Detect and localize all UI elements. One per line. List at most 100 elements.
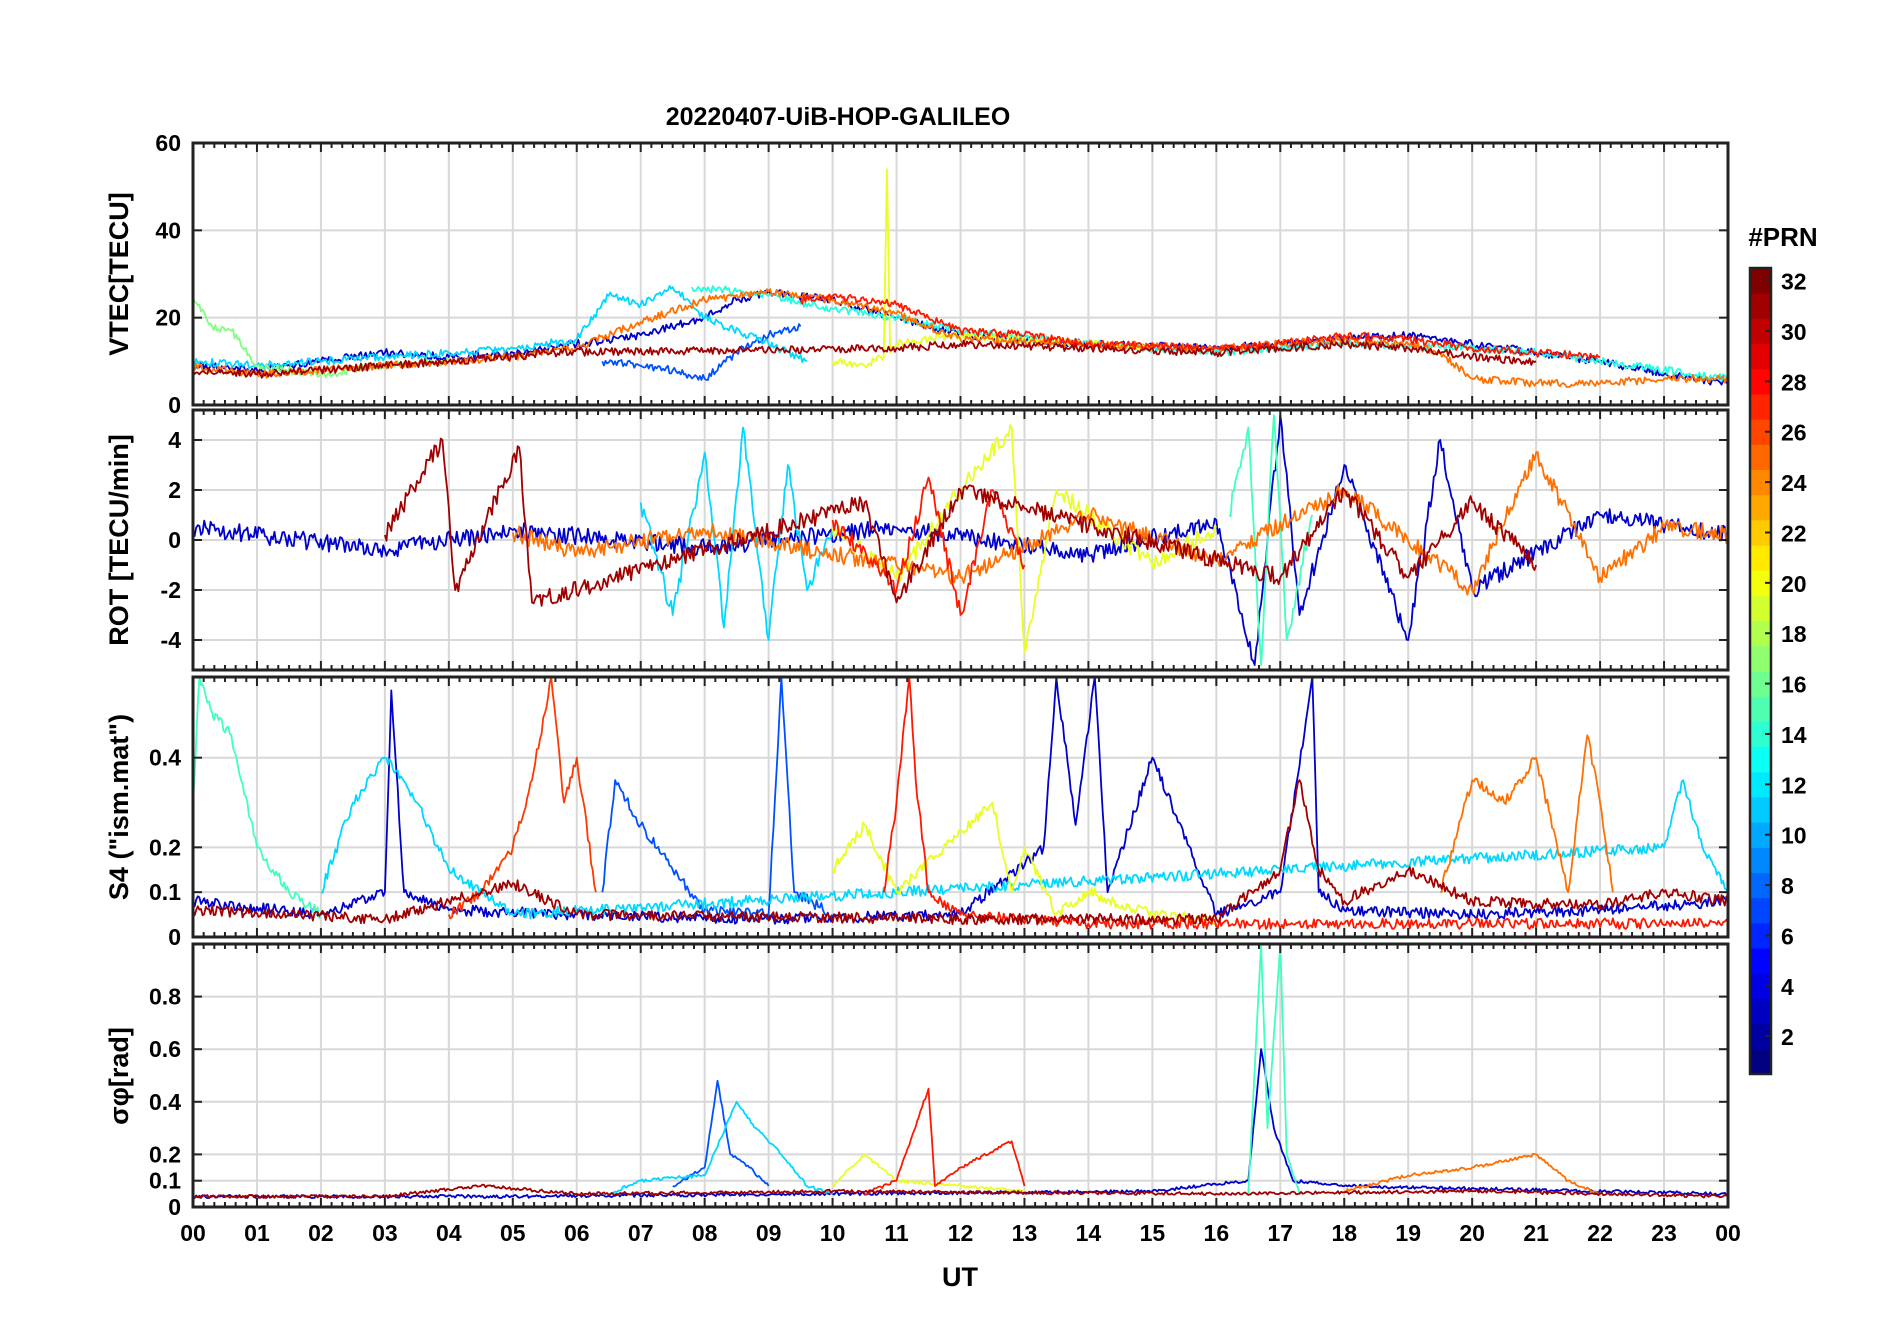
x-tick-label: 07 xyxy=(628,1220,654,1246)
x-tick-label: 13 xyxy=(1012,1220,1038,1246)
series-prn-7 xyxy=(601,323,802,381)
x-tick-label: 06 xyxy=(564,1220,590,1246)
y-tick-label: 60 xyxy=(155,130,181,156)
colorbar-segment xyxy=(1750,872,1771,899)
y-tick-label: 0.4 xyxy=(149,745,181,771)
colorbar-segment xyxy=(1750,268,1771,294)
series-prn-25 xyxy=(1343,1152,1601,1196)
series-prn-20 xyxy=(831,801,1218,926)
colorbar-segment xyxy=(1750,343,1771,370)
x-tick-label: 02 xyxy=(308,1220,334,1246)
colorbar-segment xyxy=(1750,948,1771,974)
colorbar-segment xyxy=(1750,368,1771,395)
colorbar-tick-label: 20 xyxy=(1781,571,1807,597)
x-tick-label: 09 xyxy=(756,1220,782,1246)
y-tick-label: 0.6 xyxy=(149,1036,181,1062)
x-tick-label: 22 xyxy=(1587,1220,1613,1246)
colorbar-frame xyxy=(1748,266,1773,1076)
y-tick-label: 40 xyxy=(155,217,181,243)
colorbar-segment xyxy=(1750,973,1771,999)
series-prn-29 xyxy=(864,1087,1026,1196)
colorbar-segment xyxy=(1750,419,1771,445)
y-tick-label: 0.4 xyxy=(149,1089,181,1115)
y-tick-label: 0.2 xyxy=(149,1141,181,1167)
x-tick-label: 00 xyxy=(180,1220,206,1246)
x-tick-label: 01 xyxy=(244,1220,270,1246)
colorbar-segment xyxy=(1750,595,1771,622)
y-tick-label: 2 xyxy=(168,477,181,503)
x-tick-label: 20 xyxy=(1459,1220,1485,1246)
series-prn-7 xyxy=(601,677,834,920)
colorbar-segment xyxy=(1750,696,1771,722)
ticks xyxy=(192,677,1729,938)
x-axis-label: UT xyxy=(942,1262,978,1292)
colorbar-segment xyxy=(1750,822,1771,848)
colorbar-segment xyxy=(1750,620,1771,647)
series-prn-31 xyxy=(193,779,1728,926)
series-prn-12 xyxy=(608,1100,834,1196)
y-tick-label: 20 xyxy=(155,305,181,331)
x-tick-label: 18 xyxy=(1331,1220,1357,1246)
colorbar-segment xyxy=(1750,293,1771,319)
series-group xyxy=(193,944,1728,1199)
y-tick-label: 0 xyxy=(168,392,181,418)
y-axis-label: S4 ("ism.mat") xyxy=(104,714,134,900)
panel-s4: 0 0.1 0.2 0.4 S4 ("ism.mat") xyxy=(104,675,1730,950)
colorbar-tick-label: 6 xyxy=(1781,923,1794,949)
x-tick-label: 03 xyxy=(372,1220,398,1246)
y-axis-label: σφ[rad] xyxy=(104,1027,134,1125)
colorbar-tick-label: 30 xyxy=(1781,319,1807,345)
colorbar-segment xyxy=(1750,998,1771,1025)
series-prn-20 xyxy=(831,424,1217,654)
x-tick-label: 08 xyxy=(692,1220,718,1246)
colorbar-segment xyxy=(1750,645,1771,672)
colorbar-segment xyxy=(1750,1023,1771,1050)
ticks xyxy=(192,142,1729,406)
panel-rot: -4 -2 0 2 4 ROT [TECU/min] xyxy=(104,408,1730,672)
colorbar-segment xyxy=(1750,318,1771,345)
colorbar-tick-label: 28 xyxy=(1781,369,1807,395)
colorbar-segment xyxy=(1750,545,1771,571)
colorbar-segment xyxy=(1750,922,1771,949)
x-tick-label: 23 xyxy=(1651,1220,1677,1246)
colorbar-segment xyxy=(1750,444,1771,470)
colorbar-tick-label: 18 xyxy=(1781,621,1807,647)
series-prn-12 xyxy=(320,756,1728,920)
series-prn-16 xyxy=(1228,414,1314,666)
y-tick-label: 0 xyxy=(168,527,181,553)
x-tick-label: 14 xyxy=(1076,1220,1102,1246)
series-prn-12 xyxy=(193,285,808,370)
colorbar-tick-label: 24 xyxy=(1781,470,1807,496)
x-tick-labels: 00 01 02 03 04 05 06 07 08 09 10 11 12 13 14 15 16 17 18 19… xyxy=(180,1220,1741,1246)
colorbar-tick-label: 32 xyxy=(1781,269,1807,295)
series-prn-16 xyxy=(1247,944,1301,1195)
x-tick-label: 11 xyxy=(884,1220,909,1246)
series-prn-29 xyxy=(882,677,1728,930)
y-tick-label: 0.2 xyxy=(149,834,181,860)
series-prn-25 xyxy=(1439,734,1614,894)
chart-title: 20220407-UiB-HOP-GALILEO xyxy=(666,103,1011,131)
x-tick-label: 12 xyxy=(948,1220,974,1246)
colorbar-segment xyxy=(1750,393,1771,420)
colorbar-segment xyxy=(1750,570,1771,596)
y-tick-label: -4 xyxy=(161,627,182,653)
colorbar-label: #PRN xyxy=(1748,222,1817,252)
series-prn-29 xyxy=(831,476,1026,616)
colorbar-tick-label: 10 xyxy=(1781,823,1807,849)
colorbar-tick-label: 16 xyxy=(1781,672,1807,698)
y-tick-label: 0.8 xyxy=(149,984,181,1010)
series-group xyxy=(193,414,1728,666)
colorbar-segment xyxy=(1750,796,1771,823)
colorbar-segment xyxy=(1750,771,1771,798)
series-prn-20 xyxy=(832,1153,1025,1193)
x-tick-label: 17 xyxy=(1267,1220,1293,1246)
series-prn-31 xyxy=(193,339,1537,379)
y-tick-label: 0 xyxy=(168,1194,181,1220)
ticks xyxy=(192,944,1729,1208)
colorbar-tick-label: 26 xyxy=(1781,420,1807,446)
y-tick-label: 4 xyxy=(168,427,181,453)
x-tick-label: 05 xyxy=(500,1220,526,1246)
colorbar-segment xyxy=(1750,746,1771,773)
